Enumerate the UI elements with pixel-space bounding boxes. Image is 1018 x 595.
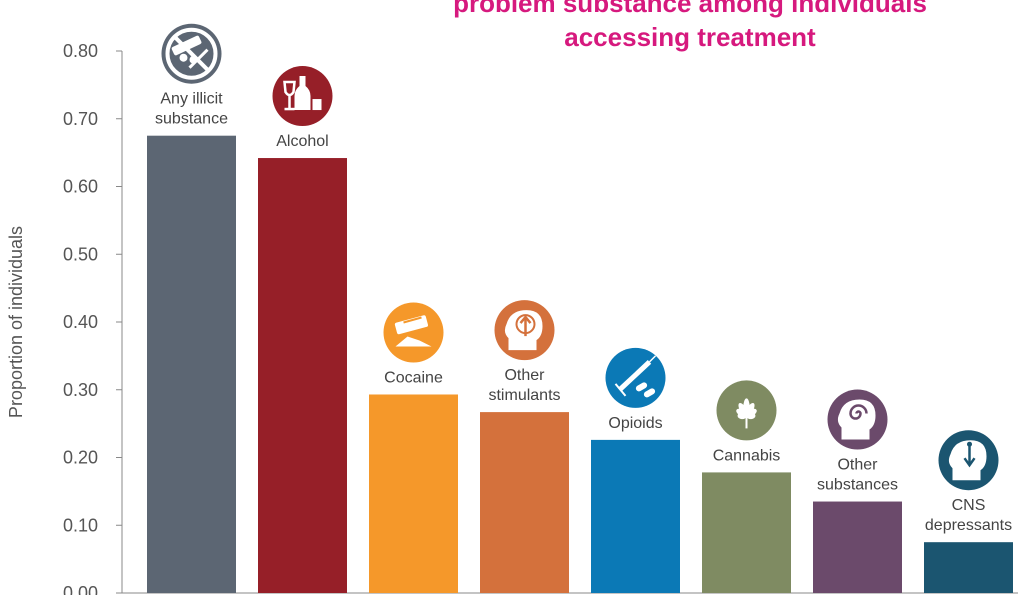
blade-shape [394,315,428,335]
bar [702,472,791,593]
dot-shape [967,441,972,447]
bar [591,439,680,593]
bar-group: CNS depressants [924,430,1013,593]
bar [813,501,902,593]
bar-group: Alcohol [258,66,347,594]
depressant-head-icon [938,430,999,491]
syringe-plunger [614,383,627,397]
y-tick-label: 0.80 [63,41,98,61]
bar-category-label: Any illicit [160,91,223,108]
bar [480,412,569,593]
razor-blade-icon [383,302,444,363]
capsule-shape [635,382,648,392]
bar-category-label: stimulants [488,387,560,404]
cannabis-leaf-icon [716,380,777,441]
bar [147,135,236,593]
bar [369,394,458,593]
tumbler-shape [312,99,322,111]
prohibit-slash [173,35,210,73]
chart-title: problem substance among individuals acce… [370,0,1010,54]
bar-category-label: Other [504,367,545,384]
syringe-barrel [617,360,652,392]
bar [258,158,347,594]
chart-title-line-2: accessing treatment [564,22,816,52]
bottle-shape [294,76,311,111]
bar-category-label: substance [155,111,228,128]
y-tick-label: 0.40 [63,312,98,332]
blade-slot [403,316,422,324]
bar-category-label: Alcohol [276,133,328,150]
bar-category-label: Cannabis [713,447,781,464]
bar-group: Cannabis [702,380,791,593]
spiral-shape [849,404,868,420]
bar-group: Other substances [813,389,902,593]
y-tick-label: 0.50 [63,244,98,264]
prohibit-ring [165,27,218,80]
arrow-head-shape [963,457,976,468]
icon-circle [383,302,444,363]
powder-shape [395,336,432,347]
bar-category-label: substances [817,477,898,494]
head-shape [948,440,987,481]
chart-title-line-1: problem substance among individuals [453,0,927,18]
wine-glass-shape [283,80,296,97]
bar-category-label: Other [837,457,878,474]
bar-category-label: CNS [952,497,986,514]
bar-group: Cocaine [369,302,458,593]
y-tick-label: 0.60 [63,177,98,197]
capsule-shape [643,388,656,398]
bar-category-label: Opioids [608,415,662,432]
bar-category-label: depressants [925,517,1012,534]
y-axis-title: Proportion of individuals [6,226,26,418]
pill-shape [179,53,188,62]
bar-category-label: Cocaine [384,369,443,386]
syringe-pills-icon [605,347,666,408]
spiral-head-icon [827,389,888,450]
razor-shape [171,35,202,56]
y-tick-label: 0.10 [63,515,98,535]
y-tick-label: 0.20 [63,448,98,468]
stimulant-head-icon [494,300,555,361]
leaf-blade [746,412,756,420]
arrow-head-shape [519,315,532,324]
no-drugs-icon [161,23,222,84]
y-tick-label: 0.00 [63,583,98,595]
alcohol-icon [272,66,333,127]
bar-group: Any illicit substance [147,23,236,593]
bar [924,542,1013,593]
y-tick-label: 0.70 [63,109,98,129]
syringe-needle [648,355,657,363]
bar-group: Other stimulants [480,300,569,593]
y-tick-label: 0.30 [63,380,98,400]
bar-group: Opioids [591,347,680,593]
